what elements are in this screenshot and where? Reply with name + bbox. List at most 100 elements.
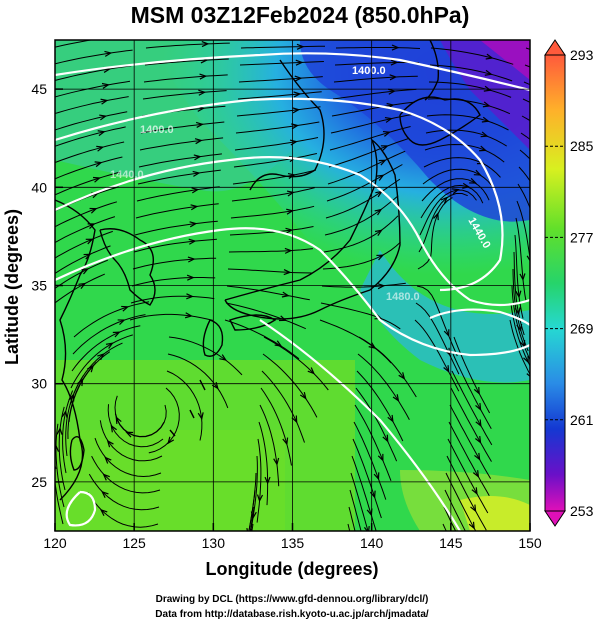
shikoku-coast bbox=[229, 314, 277, 331]
streamline bbox=[142, 90, 227, 100]
arrow-icon bbox=[299, 391, 307, 400]
arrow-icon bbox=[292, 107, 301, 114]
streamline bbox=[94, 437, 162, 478]
streamline bbox=[450, 387, 492, 462]
streamline bbox=[131, 277, 216, 287]
streamline bbox=[58, 406, 66, 491]
arrow-icon bbox=[526, 371, 530, 380]
coastlines bbox=[55, 40, 481, 501]
streamline bbox=[91, 455, 161, 494]
arrow-icon bbox=[474, 452, 481, 461]
arrow-icon bbox=[475, 419, 482, 428]
streamline bbox=[323, 215, 399, 253]
x-tick-label: 120 bbox=[43, 535, 67, 551]
height-contour bbox=[55, 156, 530, 307]
arrow-icon bbox=[576, 68, 584, 75]
arrow-icon bbox=[462, 182, 471, 189]
streamline bbox=[517, 183, 530, 210]
arrow-icon bbox=[572, 565, 580, 573]
arrow-icon bbox=[101, 490, 109, 498]
arrow-icon bbox=[195, 121, 204, 128]
streamline bbox=[358, 336, 417, 398]
arrow-icon bbox=[578, 399, 586, 407]
arrow-icon bbox=[197, 412, 204, 421]
arrow-icon bbox=[264, 476, 271, 485]
arrow-icon bbox=[468, 521, 475, 530]
streamline bbox=[70, 334, 133, 389]
streamline bbox=[72, 314, 146, 355]
streamline bbox=[328, 138, 409, 168]
streamline bbox=[352, 438, 382, 519]
arrow-icon bbox=[363, 525, 370, 531]
y-tick-label: 40 bbox=[31, 179, 47, 195]
arrow-icon bbox=[243, 545, 249, 552]
arrow-icon bbox=[110, 424, 117, 433]
arrow-icon bbox=[99, 114, 108, 121]
arrow-icon bbox=[97, 130, 106, 137]
arrow-icon bbox=[483, 85, 492, 92]
arrow-icon bbox=[574, 87, 582, 94]
arrow-icon bbox=[294, 75, 303, 82]
arrow-icon bbox=[191, 187, 200, 194]
streamline bbox=[55, 477, 64, 525]
y-tick-label: 30 bbox=[31, 376, 47, 392]
credit-drawing: Drawing by DCL (https://www.gfd-dennou.o… bbox=[156, 594, 429, 605]
streamline bbox=[55, 230, 113, 259]
streamline bbox=[448, 421, 490, 496]
arrow-icon bbox=[390, 59, 399, 66]
streamline bbox=[426, 114, 509, 131]
streamline bbox=[136, 186, 220, 202]
streamline bbox=[262, 353, 318, 418]
arrow-icon bbox=[307, 367, 315, 375]
height-contours bbox=[55, 52, 530, 531]
arrow-icon bbox=[484, 69, 493, 76]
taiwan-coast bbox=[69, 436, 85, 471]
streamline bbox=[321, 282, 406, 288]
colorbar-tick-label: 261 bbox=[570, 412, 594, 428]
arrow-icon bbox=[100, 98, 109, 105]
streamline bbox=[445, 472, 477, 531]
arrow-icon bbox=[296, 43, 305, 50]
streamline bbox=[354, 404, 392, 481]
streamline bbox=[166, 370, 203, 441]
arrow-icon bbox=[373, 472, 380, 481]
arrow-icon bbox=[574, 531, 582, 539]
arrow-icon bbox=[472, 470, 480, 479]
streamline bbox=[55, 111, 128, 131]
streamline bbox=[230, 205, 315, 219]
streamline bbox=[425, 129, 507, 147]
streamline bbox=[88, 473, 160, 511]
streamline bbox=[261, 370, 305, 443]
arrow-icon bbox=[187, 256, 196, 263]
height-contour bbox=[259, 319, 461, 531]
streamline bbox=[326, 164, 403, 202]
arrow-icon bbox=[186, 293, 194, 300]
streamline bbox=[516, 200, 530, 262]
streamline bbox=[452, 353, 492, 429]
streamline bbox=[129, 313, 214, 321]
streamline bbox=[324, 195, 399, 236]
sakhalin-coast bbox=[424, 40, 440, 101]
arrow-icon bbox=[482, 101, 491, 108]
arrow-icon bbox=[473, 169, 482, 176]
arrow-icon bbox=[387, 414, 394, 423]
arrow-icon bbox=[104, 50, 113, 57]
streamline bbox=[65, 375, 84, 457]
hokkaido-coast bbox=[399, 96, 481, 146]
streamline bbox=[55, 126, 126, 147]
arrow-icon bbox=[78, 282, 87, 290]
contour-label: 1400.0 bbox=[352, 65, 386, 77]
height-contour bbox=[55, 97, 504, 292]
ryukyu-islands bbox=[169, 379, 206, 437]
streamline bbox=[417, 197, 453, 270]
streamline bbox=[237, 91, 322, 100]
arrow-icon bbox=[117, 319, 126, 326]
streamline bbox=[236, 106, 321, 117]
arrow-icon bbox=[536, 235, 542, 242]
arrow-icon bbox=[184, 312, 193, 319]
streamline bbox=[512, 268, 529, 352]
arrow-icon bbox=[283, 269, 292, 276]
arrow-icon bbox=[282, 437, 289, 446]
arrow-icon bbox=[189, 221, 198, 228]
